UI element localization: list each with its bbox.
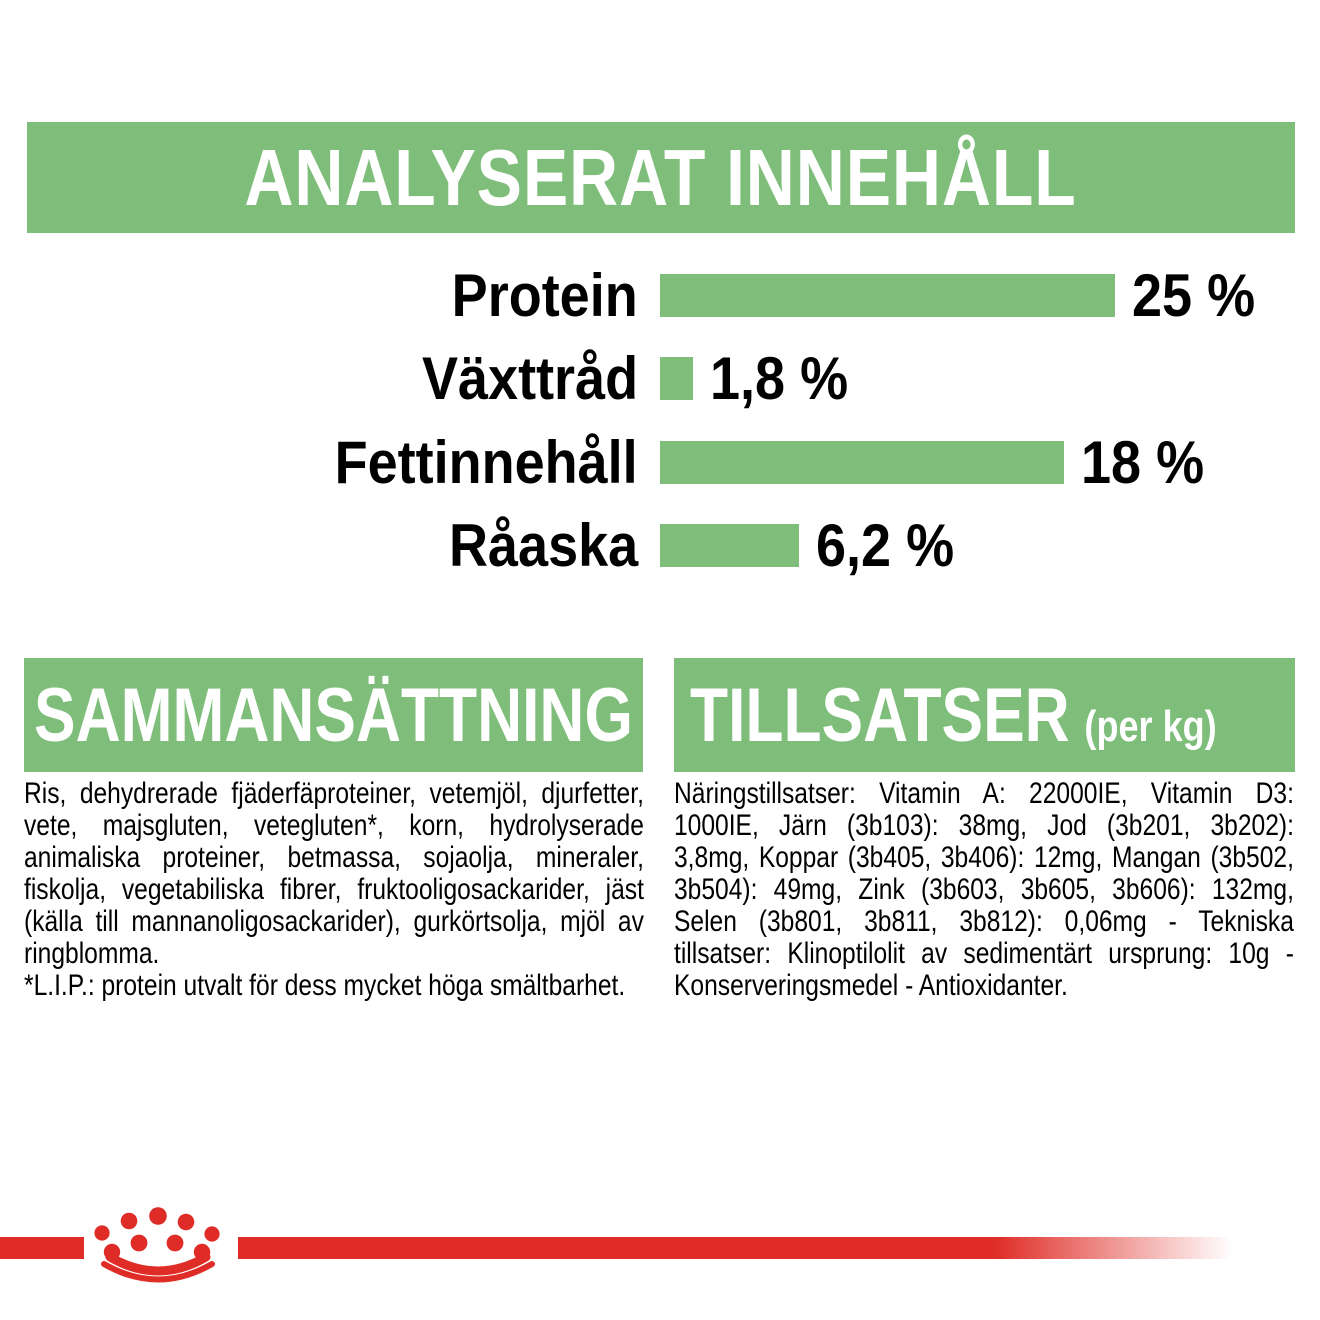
additives-title-suffix: (per kg)	[1084, 701, 1217, 751]
additives-text-column: Näringstillsatser: Vitamin A: 22000IE, V…	[674, 778, 1295, 1002]
composition-lip-footnote: *L.I.P.: protein utvalt för dess mycket …	[24, 969, 626, 1002]
chart-value-label: 6,2 %	[816, 512, 955, 579]
brand-divider-line-right	[238, 1237, 1232, 1259]
analyzed-content-banner: ANALYSERAT INNEHÅLL	[27, 122, 1295, 233]
chart-bar	[660, 274, 1115, 317]
chart-category-label: Protein	[451, 262, 638, 329]
chart-value-label: 18 %	[1081, 429, 1205, 496]
brand-divider-line-left	[0, 1237, 84, 1259]
chart-bar	[660, 441, 1064, 484]
analyzed-content-title: ANALYSERAT INNEHÅLL	[244, 132, 1078, 222]
nutrition-bar-chart: Protein 25 % Växttråd 1,8 % Fettinnehåll 18 %…	[0, 0, 1320, 620]
chart-bar	[660, 357, 693, 400]
chart-category-label: Växttråd	[421, 345, 638, 412]
chart-category-label: Råaska	[448, 512, 638, 579]
chart-category-label: Fettinnehåll	[334, 429, 638, 496]
additives-title-group: TILLSATSER (per kg)	[690, 672, 1217, 759]
additives-nutritional-text: Näringstillsatser: Vitamin A: 22000IE, V…	[674, 777, 1294, 1002]
chart-value-label: 25 %	[1132, 262, 1256, 329]
composition-title: SAMMANSÄTTNING	[34, 672, 633, 758]
chart-value-label: 1,8 %	[710, 345, 849, 412]
composition-ingredients-text: Ris, dehydrerade fjäderfäproteiner, vete…	[24, 777, 644, 970]
royal-canin-crown-logo	[94, 1207, 220, 1283]
additives-title: TILLSATSER	[690, 672, 1070, 758]
composition-text-column: Ris, dehydrerade fjäderfäproteiner, vete…	[24, 777, 644, 1002]
additives-banner: TILLSATSER (per kg)	[674, 658, 1295, 772]
composition-banner: SAMMANSÄTTNING	[24, 658, 643, 772]
chart-bar	[660, 524, 799, 567]
